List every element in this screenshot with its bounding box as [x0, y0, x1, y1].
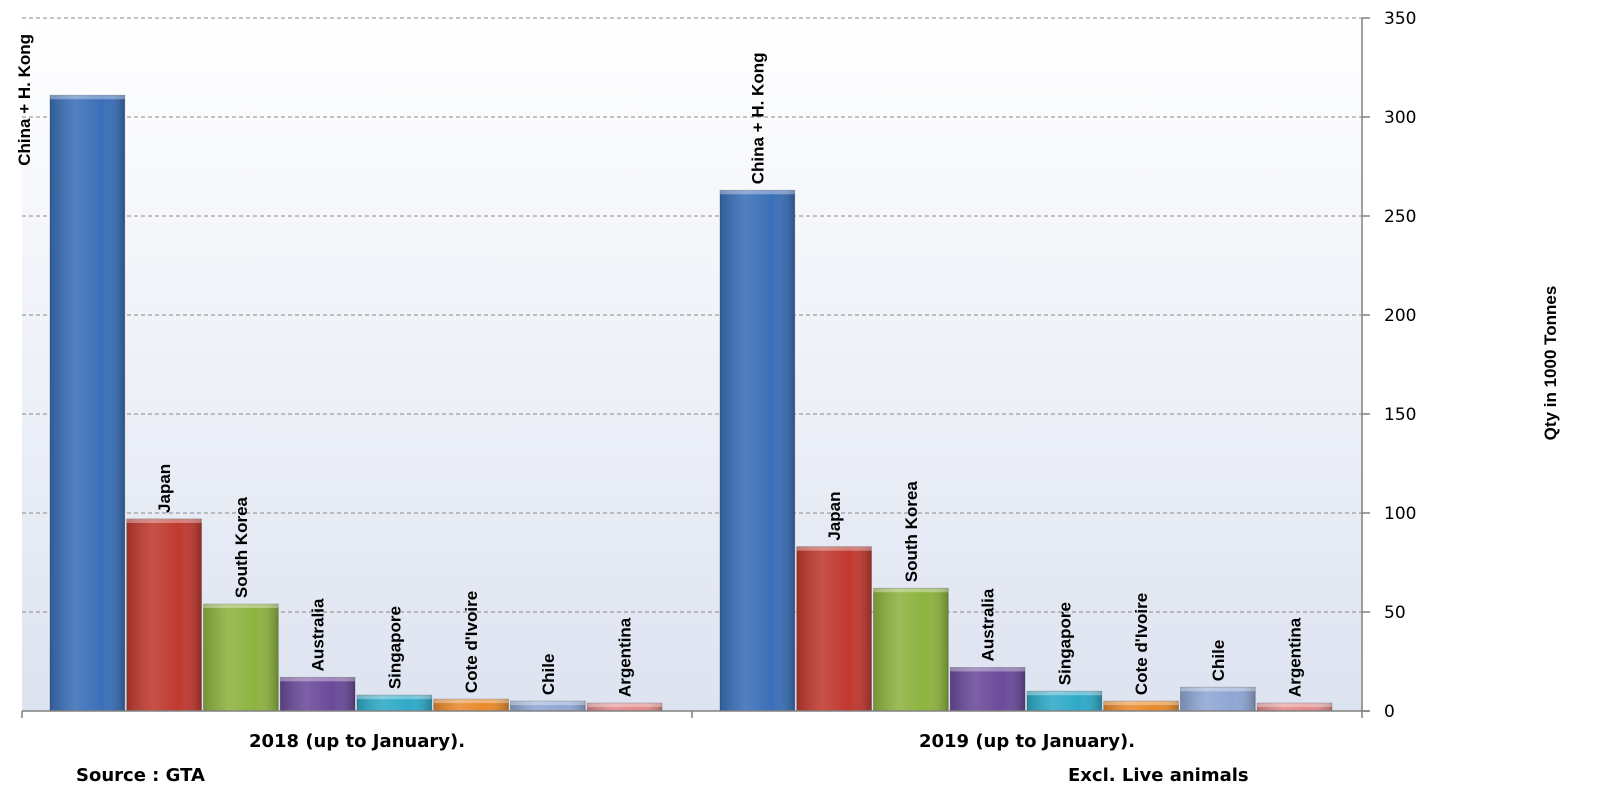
- bar-south-korea-1-shading: [203, 604, 279, 711]
- bar-label-argentina-2: Argentina: [1286, 617, 1305, 697]
- bar-label-chile-2: Chile: [1209, 640, 1228, 682]
- bar-label-cote-d-ivoire-1: Cote d'Ivoire: [462, 591, 481, 693]
- y-tick-label-50: 50: [1384, 603, 1406, 623]
- bar-china-h-kong-1-shading: [50, 95, 125, 712]
- gridlines: [22, 17, 1362, 613]
- y-tick-label-0: 0: [1384, 702, 1395, 722]
- bar-china-h-kong-2-shading: [720, 190, 795, 711]
- category-label-1: 2018 (up to January).: [249, 731, 465, 752]
- bar-singapore-2-shading: [1027, 691, 1102, 711]
- bar-cote-d-ivoire-1-shading: [433, 699, 509, 711]
- bar-label-south-korea-1: South Korea: [232, 496, 251, 598]
- bar-label-singapore-1: Singapore: [385, 606, 404, 689]
- bar-label-singapore-2: Singapore: [1055, 602, 1074, 685]
- bar-singapore-1-shading: [357, 695, 432, 711]
- bar-label-china-h-kong-2: China + H. Kong: [748, 53, 767, 185]
- bar-label-chile-1: Chile: [539, 654, 558, 696]
- bar-china-h-kong-1-cap: [50, 95, 125, 100]
- bar-south-korea-1-cap: [203, 604, 279, 609]
- bar-label-argentina-1: Argentina: [616, 617, 635, 697]
- bar-label-japan-2: Japan: [825, 492, 844, 541]
- bar-japan-1-cap: [126, 518, 202, 523]
- bar-china-h-kong-2-cap: [720, 190, 795, 195]
- source-note: Source : GTA: [76, 765, 205, 786]
- y-tick-label-100: 100: [1384, 504, 1416, 524]
- bar-japan-2-cap: [796, 546, 872, 551]
- bar-argentina-2-shading: [1257, 703, 1332, 711]
- bar-australia-2-shading: [950, 667, 1025, 711]
- bar-cote-d-ivoire-1-cap: [433, 699, 509, 704]
- category-label-2: 2019 (up to January).: [919, 731, 1135, 752]
- bar-cote-d-ivoire-2-cap: [1103, 701, 1179, 706]
- y-tick-label-150: 150: [1384, 405, 1416, 425]
- bar-argentina-2-cap: [1257, 703, 1332, 708]
- y-tick-label-350: 350: [1384, 9, 1416, 29]
- bar-argentina-1-cap: [587, 703, 662, 708]
- exclusion-note: Excl. Live animals: [1068, 765, 1249, 786]
- bar-chile-2-cap: [1180, 687, 1256, 692]
- bar-cote-d-ivoire-2-shading: [1103, 701, 1179, 711]
- bar-label-cote-d-ivoire-2: Cote d'Ivoire: [1132, 593, 1151, 695]
- bar-south-korea-2-shading: [873, 588, 949, 711]
- bar-south-korea-2-cap: [873, 588, 949, 593]
- bar-australia-1-cap: [280, 677, 355, 682]
- y-tick-label-300: 300: [1384, 108, 1416, 128]
- bar-labels: China + H. Kong Japan South Korea Australia…: [15, 34, 1305, 697]
- y-axis-label: Qty in 1000 Tonnes: [1541, 286, 1560, 441]
- axes: [21, 17, 1370, 718]
- bar-japan-2-shading: [796, 546, 872, 711]
- bars: [49, 94, 1333, 712]
- bar-singapore-1-cap: [357, 695, 432, 700]
- bar-japan-1-shading: [126, 518, 202, 711]
- y-tick-label-200: 200: [1384, 306, 1416, 326]
- bar-label-japan-1: Japan: [155, 464, 174, 513]
- y-tick-label-250: 250: [1384, 207, 1416, 227]
- category-labels: 2018 (up to January). 2019 (up to January…: [249, 731, 1135, 752]
- bar-singapore-2-cap: [1027, 691, 1102, 696]
- y-tick-labels: 0 50 100 150 200 250 300 350: [1384, 9, 1416, 722]
- bar-label-australia-2: Australia: [979, 588, 998, 661]
- bar-label-china-h-kong-1: China + H. Kong: [15, 34, 34, 166]
- plot-background: [22, 18, 1362, 711]
- bar-label-south-korea-2: South Korea: [902, 481, 921, 583]
- bar-australia-1-shading: [280, 677, 355, 711]
- bar-argentina-1-shading: [587, 703, 662, 711]
- bar-australia-2-cap: [950, 667, 1025, 672]
- bar-chile-1-cap: [510, 701, 586, 706]
- bar-label-australia-1: Australia: [309, 598, 328, 671]
- bar-chile-2-shading: [1180, 687, 1256, 711]
- bar-chile-1-shading: [510, 701, 586, 711]
